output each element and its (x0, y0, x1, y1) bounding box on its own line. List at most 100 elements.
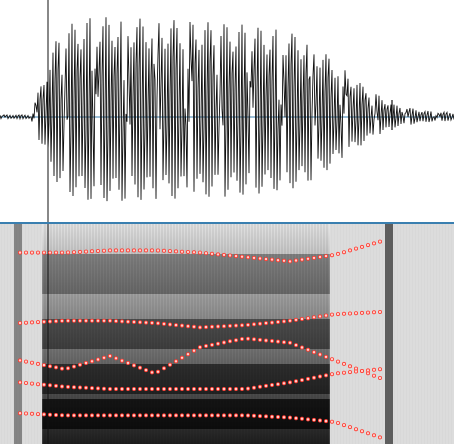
formant-point-f0 (323, 419, 328, 424)
formant-point-f3 (173, 323, 178, 328)
spectrogram-burst (385, 224, 393, 444)
formant-point-f0 (42, 412, 47, 417)
formant-point-f4 (329, 253, 334, 258)
formant-point-f3 (341, 311, 346, 316)
formant-point-f4 (215, 252, 220, 257)
formant-point-f4 (102, 248, 107, 253)
formant-point-f1 (329, 372, 334, 377)
formant-point-f4 (347, 248, 352, 253)
formant-point-f3 (365, 310, 370, 315)
formant-point-f2 (221, 340, 226, 345)
spectrogram-panel[interactable] (0, 224, 454, 444)
formant-point-f4 (167, 249, 172, 254)
formant-point-f2 (251, 337, 256, 342)
formant-point-f2 (114, 356, 119, 361)
formant-point-f4 (78, 249, 83, 254)
formant-point-f0 (185, 413, 190, 418)
formant-point-f3 (197, 325, 202, 330)
formant-point-f3 (167, 322, 172, 327)
formant-point-f1 (299, 378, 304, 383)
formant-point-f3 (353, 311, 358, 316)
formant-point-f2 (245, 336, 250, 341)
formant-point-f3 (377, 310, 382, 315)
formant-point-f3 (143, 320, 148, 325)
formant-point-f1 (257, 384, 262, 389)
formant-point-f0 (215, 413, 220, 418)
formant-point-f4 (36, 250, 41, 255)
formant-point-f0 (90, 413, 95, 418)
formant-point-f4 (90, 249, 95, 254)
formant-point-f3 (293, 317, 298, 322)
formant-point-f2 (126, 360, 131, 365)
formant-point-f3 (251, 322, 256, 327)
formant-point-f0 (72, 413, 77, 418)
formant-point-f3 (281, 319, 286, 324)
formant-point-f4 (114, 248, 119, 253)
formant-point-f1 (371, 367, 376, 372)
formant-point-f1 (66, 384, 71, 389)
formant-point-f3 (23, 320, 28, 325)
formant-point-f0 (251, 413, 256, 418)
formant-point-f0 (179, 413, 184, 418)
formant-point-f1 (359, 368, 364, 373)
formant-point-f4 (257, 256, 262, 261)
formant-point-f2 (149, 370, 154, 375)
formant-point-f1 (335, 371, 340, 376)
waveform-trace (0, 17, 454, 202)
formant-point-f0 (60, 413, 65, 418)
formant-point-f0 (353, 427, 358, 432)
formant-point-f1 (108, 386, 113, 391)
spectrogram-plot[interactable] (0, 224, 454, 444)
spectrogram-band-3 (42, 399, 330, 429)
formant-point-f4 (221, 252, 226, 257)
panel-divider[interactable] (0, 222, 454, 224)
waveform-plot[interactable] (0, 0, 454, 223)
formant-point-f3 (131, 320, 136, 325)
formant-point-f1 (120, 386, 125, 391)
formant-point-f3 (263, 321, 268, 326)
formant-point-f2 (36, 361, 41, 366)
formant-point-f1 (263, 383, 268, 388)
formant-point-f3 (227, 323, 232, 328)
formant-point-f0 (114, 413, 119, 418)
formant-point-f2 (179, 355, 184, 360)
formant-point-f2 (102, 355, 107, 360)
formant-point-f3 (54, 319, 59, 324)
formant-point-f4 (299, 257, 304, 262)
formant-point-f0 (167, 413, 172, 418)
formant-point-f0 (359, 429, 364, 434)
formant-point-f2 (155, 369, 160, 374)
formant-point-f2 (341, 361, 346, 366)
formant-point-f2 (281, 340, 286, 345)
formant-point-f1 (131, 386, 136, 391)
formant-point-f4 (108, 248, 113, 253)
formant-point-f4 (251, 255, 256, 260)
formant-point-f0 (209, 413, 214, 418)
formant-point-f4 (335, 251, 340, 256)
waveform-signal (0, 17, 454, 202)
formant-point-f1 (36, 382, 41, 387)
formant-point-f4 (305, 256, 310, 261)
formant-point-f4 (317, 254, 322, 259)
spectrogram-band-0 (42, 254, 330, 294)
formant-point-f0 (371, 433, 376, 438)
formant-point-f4 (48, 250, 53, 255)
formant-point-f0 (149, 413, 154, 418)
formant-point-f2 (311, 350, 316, 355)
formant-point-f3 (311, 315, 316, 320)
waveform-panel[interactable] (0, 0, 454, 223)
formant-point-f2 (377, 375, 382, 380)
formant-point-f2 (48, 364, 53, 369)
spectrogram-striations (0, 224, 454, 444)
formant-point-f4 (209, 251, 214, 256)
formant-point-f0 (377, 435, 382, 440)
formant-point-f1 (155, 386, 160, 391)
formant-point-f1 (317, 374, 322, 379)
formant-point-f1 (84, 385, 89, 390)
formant-point-f4 (377, 239, 382, 244)
formant-point-f2 (78, 362, 83, 367)
formant-point-f4 (365, 243, 370, 248)
formant-point-f0 (84, 413, 89, 418)
formant-point-f1 (221, 386, 226, 391)
formant-point-f4 (54, 250, 59, 255)
